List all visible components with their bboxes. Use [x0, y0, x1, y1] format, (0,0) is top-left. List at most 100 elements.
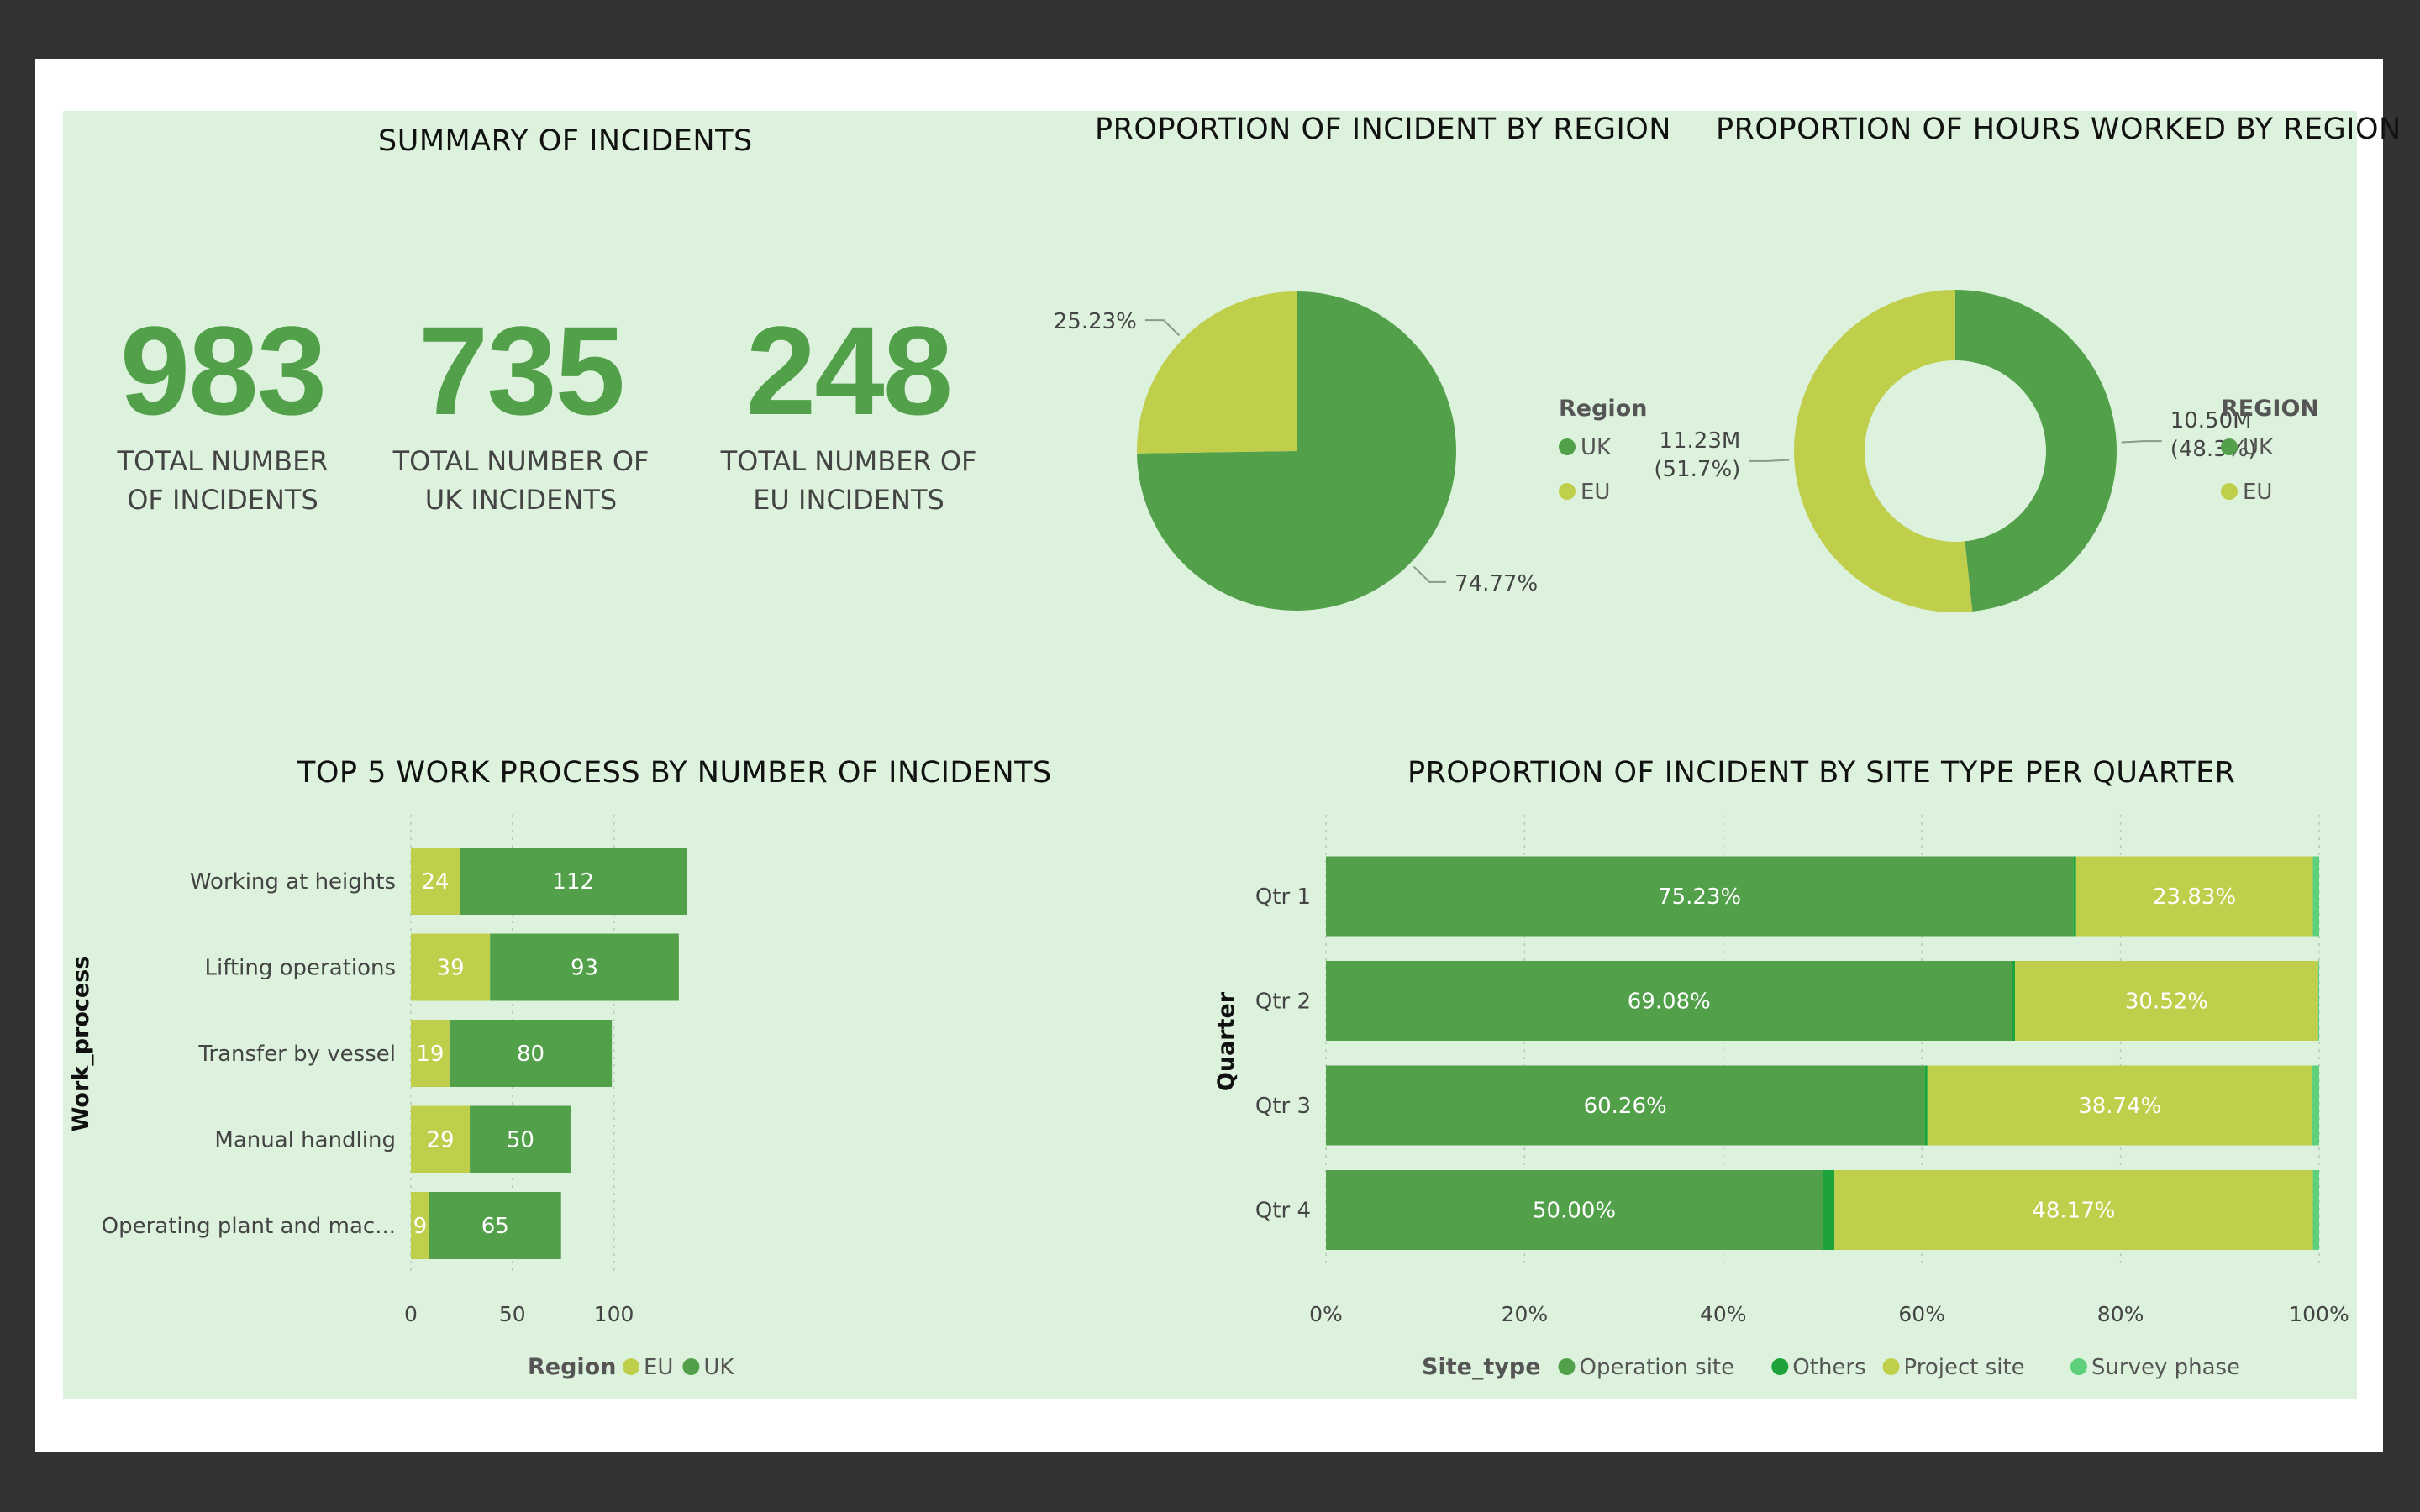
work-process-category-label: Working at heights [190, 869, 396, 895]
work-process-bar-eu[interactable] [411, 933, 491, 1001]
donut-hours-legend-title: REGION [2221, 396, 2319, 422]
site-type-bar-operation-site[interactable] [1326, 856, 2074, 937]
donut-hours-sublabel-uk: (48.3%) [2170, 437, 2257, 462]
site-type-bar-operation-site[interactable] [1326, 1170, 1823, 1250]
pie-region-leader-eu [1144, 319, 1181, 337]
work-process-title: TOP 5 WORK PROCESS BY NUMBER OF INCIDENT… [297, 756, 1052, 790]
site-type-legend-item-others[interactable]: Others [1792, 1355, 1865, 1380]
work-process-category-label: Lifting operations [205, 956, 396, 981]
site-type-ylabel: Quarter [1213, 991, 1239, 1091]
work-process-bar-eu[interactable] [411, 1105, 471, 1173]
kpi-total-incidents-label: TOTAL NUMBER OF INCIDENTS [117, 445, 329, 516]
donut-hours-title: PROPORTION OF HOURS WORKED BY REGION [1716, 113, 2402, 146]
site-type-xtick: 80% [2097, 1302, 2144, 1326]
site-type-category-label: Qtr 4 [1255, 1199, 1311, 1224]
pie-region-title: PROPORTION OF INCIDENT BY REGION [1095, 113, 1671, 146]
site-type-bar-survey-phase[interactable] [2312, 1065, 2319, 1146]
work-process-data-label: 24 [421, 869, 449, 895]
site-type-data-label: 50.00% [1533, 1199, 1616, 1224]
site-type-bar-operation-site[interactable] [1326, 1065, 1925, 1146]
donut-hours-legend-item-eu[interactable]: EU [2243, 480, 2272, 505]
work-process-xtick: 100 [594, 1302, 634, 1326]
work-process-legend-title: Region [528, 1354, 616, 1380]
site-type-bar-project-site[interactable] [2075, 856, 2313, 937]
donut-hours-label-uk: 10.50M [2170, 408, 2252, 433]
site-type-data-label: 48.17% [2032, 1199, 2115, 1224]
site-type-xtick: 0% [1309, 1302, 1343, 1326]
site-type-bar-operation-site[interactable] [1326, 961, 2012, 1041]
donut-hours-leader-uk [2121, 440, 2162, 444]
work-process-category-label: Manual handling [214, 1128, 396, 1153]
work-process-data-label: 50 [507, 1128, 534, 1153]
site-type-category-label: Qtr 2 [1255, 990, 1311, 1015]
work-process-ylabel: Work_process [68, 956, 94, 1132]
site-type-legend-item-project-site[interactable]: Project site [1904, 1355, 2025, 1380]
site-type-xtick: 40% [1700, 1302, 1747, 1326]
site-type-legend-dot-project-site [1882, 1358, 1900, 1375]
site-type-legend-item-operation-site[interactable]: Operation site [1580, 1355, 1735, 1380]
work-process-bar-uk[interactable] [470, 1105, 571, 1173]
donut-hours-slice-eu[interactable] [1794, 290, 1973, 612]
work-process-bar-uk[interactable] [459, 848, 687, 915]
pie-region-slice-eu[interactable] [1137, 291, 1297, 454]
site-type-data-label: 38.74% [2078, 1094, 2161, 1119]
site-type-title: PROPORTION OF INCIDENT BY SITE TYPE PER … [1407, 756, 2236, 790]
work-process-xtick: 0 [404, 1302, 418, 1326]
work-process-data-label: 29 [426, 1128, 454, 1153]
donut-hours-leader-eu [1749, 459, 1790, 462]
pie-region-label-eu: 25.23% [1054, 309, 1137, 334]
pie-region-label-uk: 74.77% [1455, 571, 1538, 596]
work-process-bar-eu[interactable] [411, 1192, 429, 1259]
site-type-data-label: 30.52% [2125, 990, 2208, 1015]
site-type-legend-dot-survey-phase [2070, 1358, 2087, 1375]
site-type-category-label: Qtr 3 [1255, 1094, 1311, 1119]
donut-hours-sublabel-eu: (51.7%) [1654, 457, 1740, 482]
site-type-bar-survey-phase[interactable] [2312, 1170, 2319, 1250]
site-type-bar-project-site[interactable] [1927, 1065, 2312, 1146]
work-process-data-label: 112 [552, 869, 594, 895]
site-type-bar-others[interactable] [1823, 1170, 1835, 1250]
work-process-legend-item-uk[interactable]: UK [703, 1355, 734, 1380]
kpi-eu-incidents-label: TOTAL NUMBER OF EU INCIDENTS [720, 445, 977, 516]
site-type-legend-title: Site_type [1422, 1354, 1541, 1380]
site-type-legend-dot-others [1771, 1358, 1789, 1375]
site-type-bar-others[interactable] [2073, 856, 2076, 937]
kpi-uk-incidents[interactable]: 735 TOTAL NUMBER OF UK INCIDENTS [387, 307, 655, 519]
donut-hours-legend-dot-uk [2221, 438, 2238, 455]
pie-region-slice-uk[interactable] [1137, 291, 1457, 611]
work-process-bar-uk[interactable] [490, 933, 679, 1001]
pie-region-legend-dot-eu [1559, 483, 1576, 500]
work-process-bar-uk[interactable] [449, 1020, 613, 1087]
pie-region-legend-item-uk[interactable]: UK [1581, 435, 1612, 460]
work-process-legend-dot-eu [623, 1358, 639, 1375]
pie-region-legend-item-eu[interactable]: EU [1581, 480, 1610, 505]
site-type-bar-project-site[interactable] [2015, 961, 2318, 1041]
kpi-uk-incidents-value: 735 [418, 300, 625, 441]
site-type-xtick: 60% [1898, 1302, 1945, 1326]
pie-region-legend-title: Region [1559, 396, 1647, 422]
site-type-xtick: 20% [1502, 1302, 1549, 1326]
kpi-total-incidents[interactable]: 983 TOTAL NUMBER OF INCIDENTS [84, 307, 361, 519]
site-type-legend-item-survey-phase[interactable]: Survey phase [2091, 1355, 2240, 1380]
work-process-data-label: 19 [416, 1042, 444, 1067]
site-type-data-label: 60.26% [1584, 1094, 1667, 1119]
work-process-bar-uk[interactable] [429, 1192, 561, 1259]
site-type-bar-others[interactable] [1924, 1065, 1928, 1146]
donut-hours-slice-uk[interactable] [1955, 290, 2117, 612]
work-process-bar-eu[interactable] [411, 1020, 450, 1087]
donut-hours-legend-dot-eu [2221, 483, 2238, 500]
site-type-bar-project-site[interactable] [1834, 1170, 2313, 1250]
work-process-data-label: 65 [481, 1214, 509, 1239]
site-type-bar-survey-phase[interactable] [2317, 961, 2319, 1041]
work-process-category-label: Transfer by vessel [197, 1042, 396, 1067]
summary-title: SUMMARY OF INCIDENTS [378, 124, 753, 158]
work-process-legend-item-eu[interactable]: EU [644, 1355, 673, 1380]
kpi-eu-incidents[interactable]: 248 TOTAL NUMBER OF EU INCIDENTS [710, 307, 987, 519]
site-type-bar-survey-phase[interactable] [2312, 856, 2319, 937]
site-type-bar-others[interactable] [2012, 961, 2016, 1041]
kpi-total-incidents-value: 983 [119, 300, 327, 441]
donut-hours-legend-item-uk[interactable]: UK [2243, 435, 2274, 460]
site-type-xtick: 100% [2289, 1302, 2349, 1326]
work-process-bar-eu[interactable] [411, 848, 460, 915]
